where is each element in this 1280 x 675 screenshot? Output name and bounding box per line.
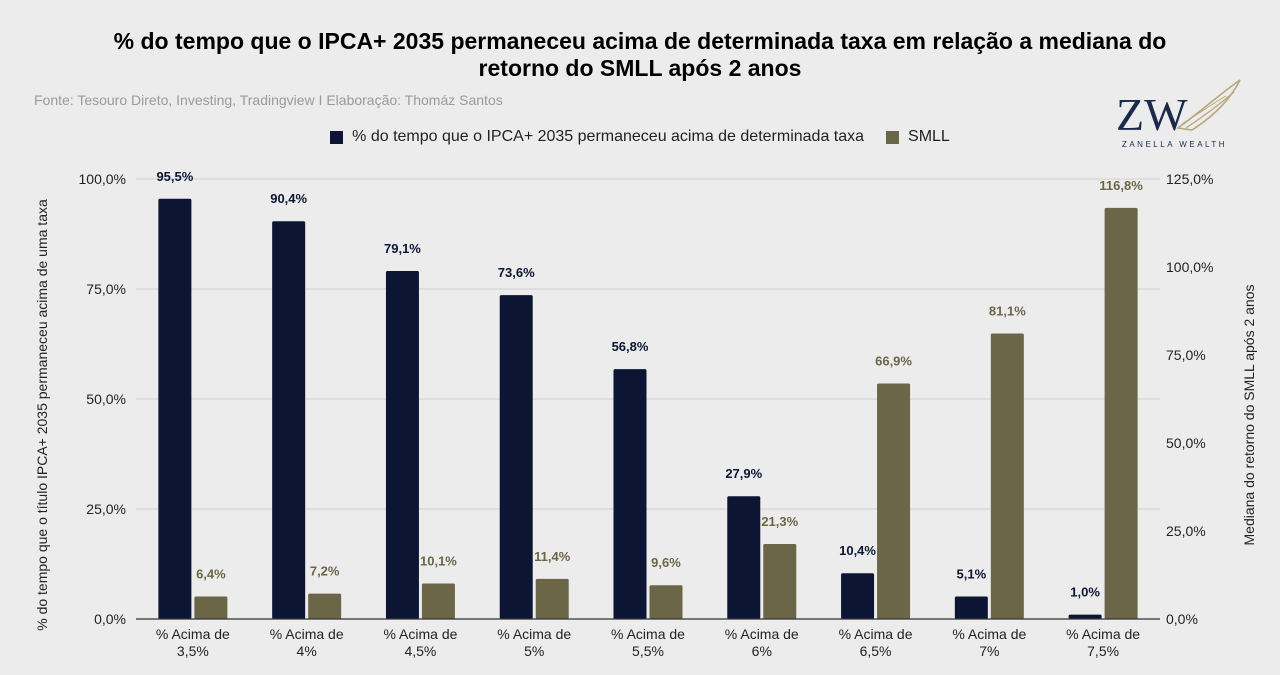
x-tick-label: % Acima de bbox=[497, 626, 571, 642]
grid-layer bbox=[136, 178, 1160, 510]
x-tick-label: % Acima de bbox=[383, 626, 457, 642]
data-label-series-2: 9,6% bbox=[651, 555, 681, 570]
wing-icon bbox=[1175, 79, 1241, 131]
x-tick-label: 7% bbox=[979, 643, 999, 659]
bar-series-1 bbox=[841, 573, 875, 619]
chart-legend: % do tempo que o IPCA+ 2035 permaneceu a… bbox=[0, 128, 1280, 146]
bar-series-2 bbox=[535, 578, 569, 619]
y-right-tick-label: 50,0% bbox=[1166, 435, 1206, 451]
legend-label-series-1: % do tempo que o IPCA+ 2035 permaneceu a… bbox=[352, 128, 865, 145]
data-label-series-1: 27,9% bbox=[725, 466, 762, 481]
bar-series-2 bbox=[1104, 207, 1138, 619]
x-tick-label: % Acima de bbox=[952, 626, 1026, 642]
bar-series-1 bbox=[272, 221, 306, 620]
data-label-series-1: 73,6% bbox=[498, 265, 535, 280]
data-label-series-2: 66,9% bbox=[875, 354, 912, 369]
legend-label-series-2: SMLL bbox=[908, 128, 950, 145]
data-label-series-2: 6,4% bbox=[196, 566, 226, 581]
bar-series-2 bbox=[990, 333, 1024, 619]
x-tick-label: % Acima de bbox=[839, 626, 913, 642]
data-label-series-1: 79,1% bbox=[384, 241, 421, 256]
data-label-series-1: 1,0% bbox=[1070, 585, 1100, 600]
x-tick-label: % Acima de bbox=[611, 626, 685, 642]
bar-series-1 bbox=[954, 596, 988, 619]
y-left-axis-label: % do tempo que o título IPCA+ 2035 perma… bbox=[34, 199, 50, 631]
bar-series-2 bbox=[308, 593, 342, 619]
bar-series-1 bbox=[1068, 614, 1102, 619]
x-tick-label: 5% bbox=[524, 643, 544, 659]
wing-feather-icon bbox=[1185, 91, 1235, 129]
y-right-axis-label: Mediana do retorno do SMLL após 2 anos bbox=[1241, 285, 1257, 546]
bar-series-2 bbox=[194, 596, 228, 619]
bar-series-2 bbox=[763, 544, 797, 619]
y-left-tick-label: 25,0% bbox=[86, 501, 126, 517]
bar-series-1 bbox=[613, 369, 647, 619]
data-label-series-1: 10,4% bbox=[839, 543, 876, 558]
bar-series-1 bbox=[385, 270, 419, 619]
bar-series-2 bbox=[649, 585, 683, 619]
y-right-tick-label: 125,0% bbox=[1166, 171, 1213, 187]
y-right-tick-label: 25,0% bbox=[1166, 523, 1206, 539]
data-label-series-2: 10,1% bbox=[420, 553, 457, 568]
data-label-series-1: 95,5% bbox=[156, 169, 193, 184]
legend-item-series-2: SMLL bbox=[886, 128, 950, 146]
x-tick-label: % Acima de bbox=[1066, 626, 1140, 642]
legend-swatch-series-1 bbox=[330, 130, 344, 144]
x-tick-label: 4% bbox=[297, 643, 317, 659]
wing-feather-icon-2 bbox=[1181, 95, 1227, 125]
y-left-tick-label: 75,0% bbox=[86, 281, 126, 297]
x-tick-label: 4,5% bbox=[404, 643, 436, 659]
bars-layer bbox=[158, 198, 1138, 620]
chart-title: % do tempo que o IPCA+ 2035 permaneceu a… bbox=[0, 28, 1280, 82]
x-tick-label: % Acima de bbox=[270, 626, 344, 642]
data-label-series-1: 5,1% bbox=[957, 567, 987, 582]
x-tick-label: 3,5% bbox=[177, 643, 209, 659]
bar-series-1 bbox=[158, 198, 192, 620]
y-right-tick-label: 75,0% bbox=[1166, 347, 1206, 363]
x-tick-label: 5,5% bbox=[632, 643, 664, 659]
data-label-series-1: 56,8% bbox=[612, 339, 649, 354]
y-left-tick-label: 100,0% bbox=[79, 171, 126, 187]
brand-logo: ZW bbox=[1116, 79, 1241, 140]
chart-title-line-2: retorno do SMLL após 2 anos bbox=[478, 55, 802, 81]
y-right-tick-label: 0,0% bbox=[1166, 611, 1198, 627]
data-label-series-2: 7,2% bbox=[310, 564, 340, 579]
data-label-series-2: 81,1% bbox=[989, 304, 1026, 319]
y-left-tick-label: 0,0% bbox=[94, 611, 126, 627]
x-tick-label: 6% bbox=[752, 643, 772, 659]
data-label-series-2: 11,4% bbox=[534, 549, 571, 564]
bar-series-2 bbox=[877, 383, 911, 619]
axis-layer: 0,0% 25,0% 50,0% 75,0% 100,0% 0,0% 25,0% 50,0% 7… bbox=[34, 171, 1257, 659]
data-label-series-1: 90,4% bbox=[270, 191, 307, 206]
data-label-series-2: 21,3% bbox=[761, 514, 798, 529]
labels-layer: 95,5% 6,4% 90,4% 7,2% 79,1% 10,1% 73,6% 11,4% 56… bbox=[156, 169, 1143, 600]
chart-title-line-1: % do tempo que o IPCA+ 2035 permaneceu a… bbox=[113, 28, 1167, 54]
data-label-series-2: 116,8% bbox=[1099, 178, 1143, 193]
legend-item-series-1: % do tempo que o IPCA+ 2035 permaneceu a… bbox=[330, 128, 864, 146]
bar-series-2 bbox=[421, 583, 455, 619]
x-tick-label: % Acima de bbox=[725, 626, 799, 642]
legend-swatch-series-2 bbox=[886, 130, 900, 144]
y-left-tick-label: 50,0% bbox=[86, 391, 126, 407]
x-tick-label: % Acima de bbox=[156, 626, 230, 642]
y-right-tick-label: 100,0% bbox=[1166, 259, 1213, 275]
logo-text: ZANELLA WEALTH bbox=[1121, 140, 1228, 149]
x-tick-label: 7,5% bbox=[1087, 643, 1119, 659]
chart-source: Fonte: Tesouro Direto, Investing, Tradin… bbox=[34, 92, 503, 108]
x-tick-label: 6,5% bbox=[860, 643, 892, 659]
logo-mark: ZW bbox=[1116, 89, 1188, 140]
bar-series-1 bbox=[499, 295, 533, 619]
bar-series-1 bbox=[727, 496, 761, 619]
